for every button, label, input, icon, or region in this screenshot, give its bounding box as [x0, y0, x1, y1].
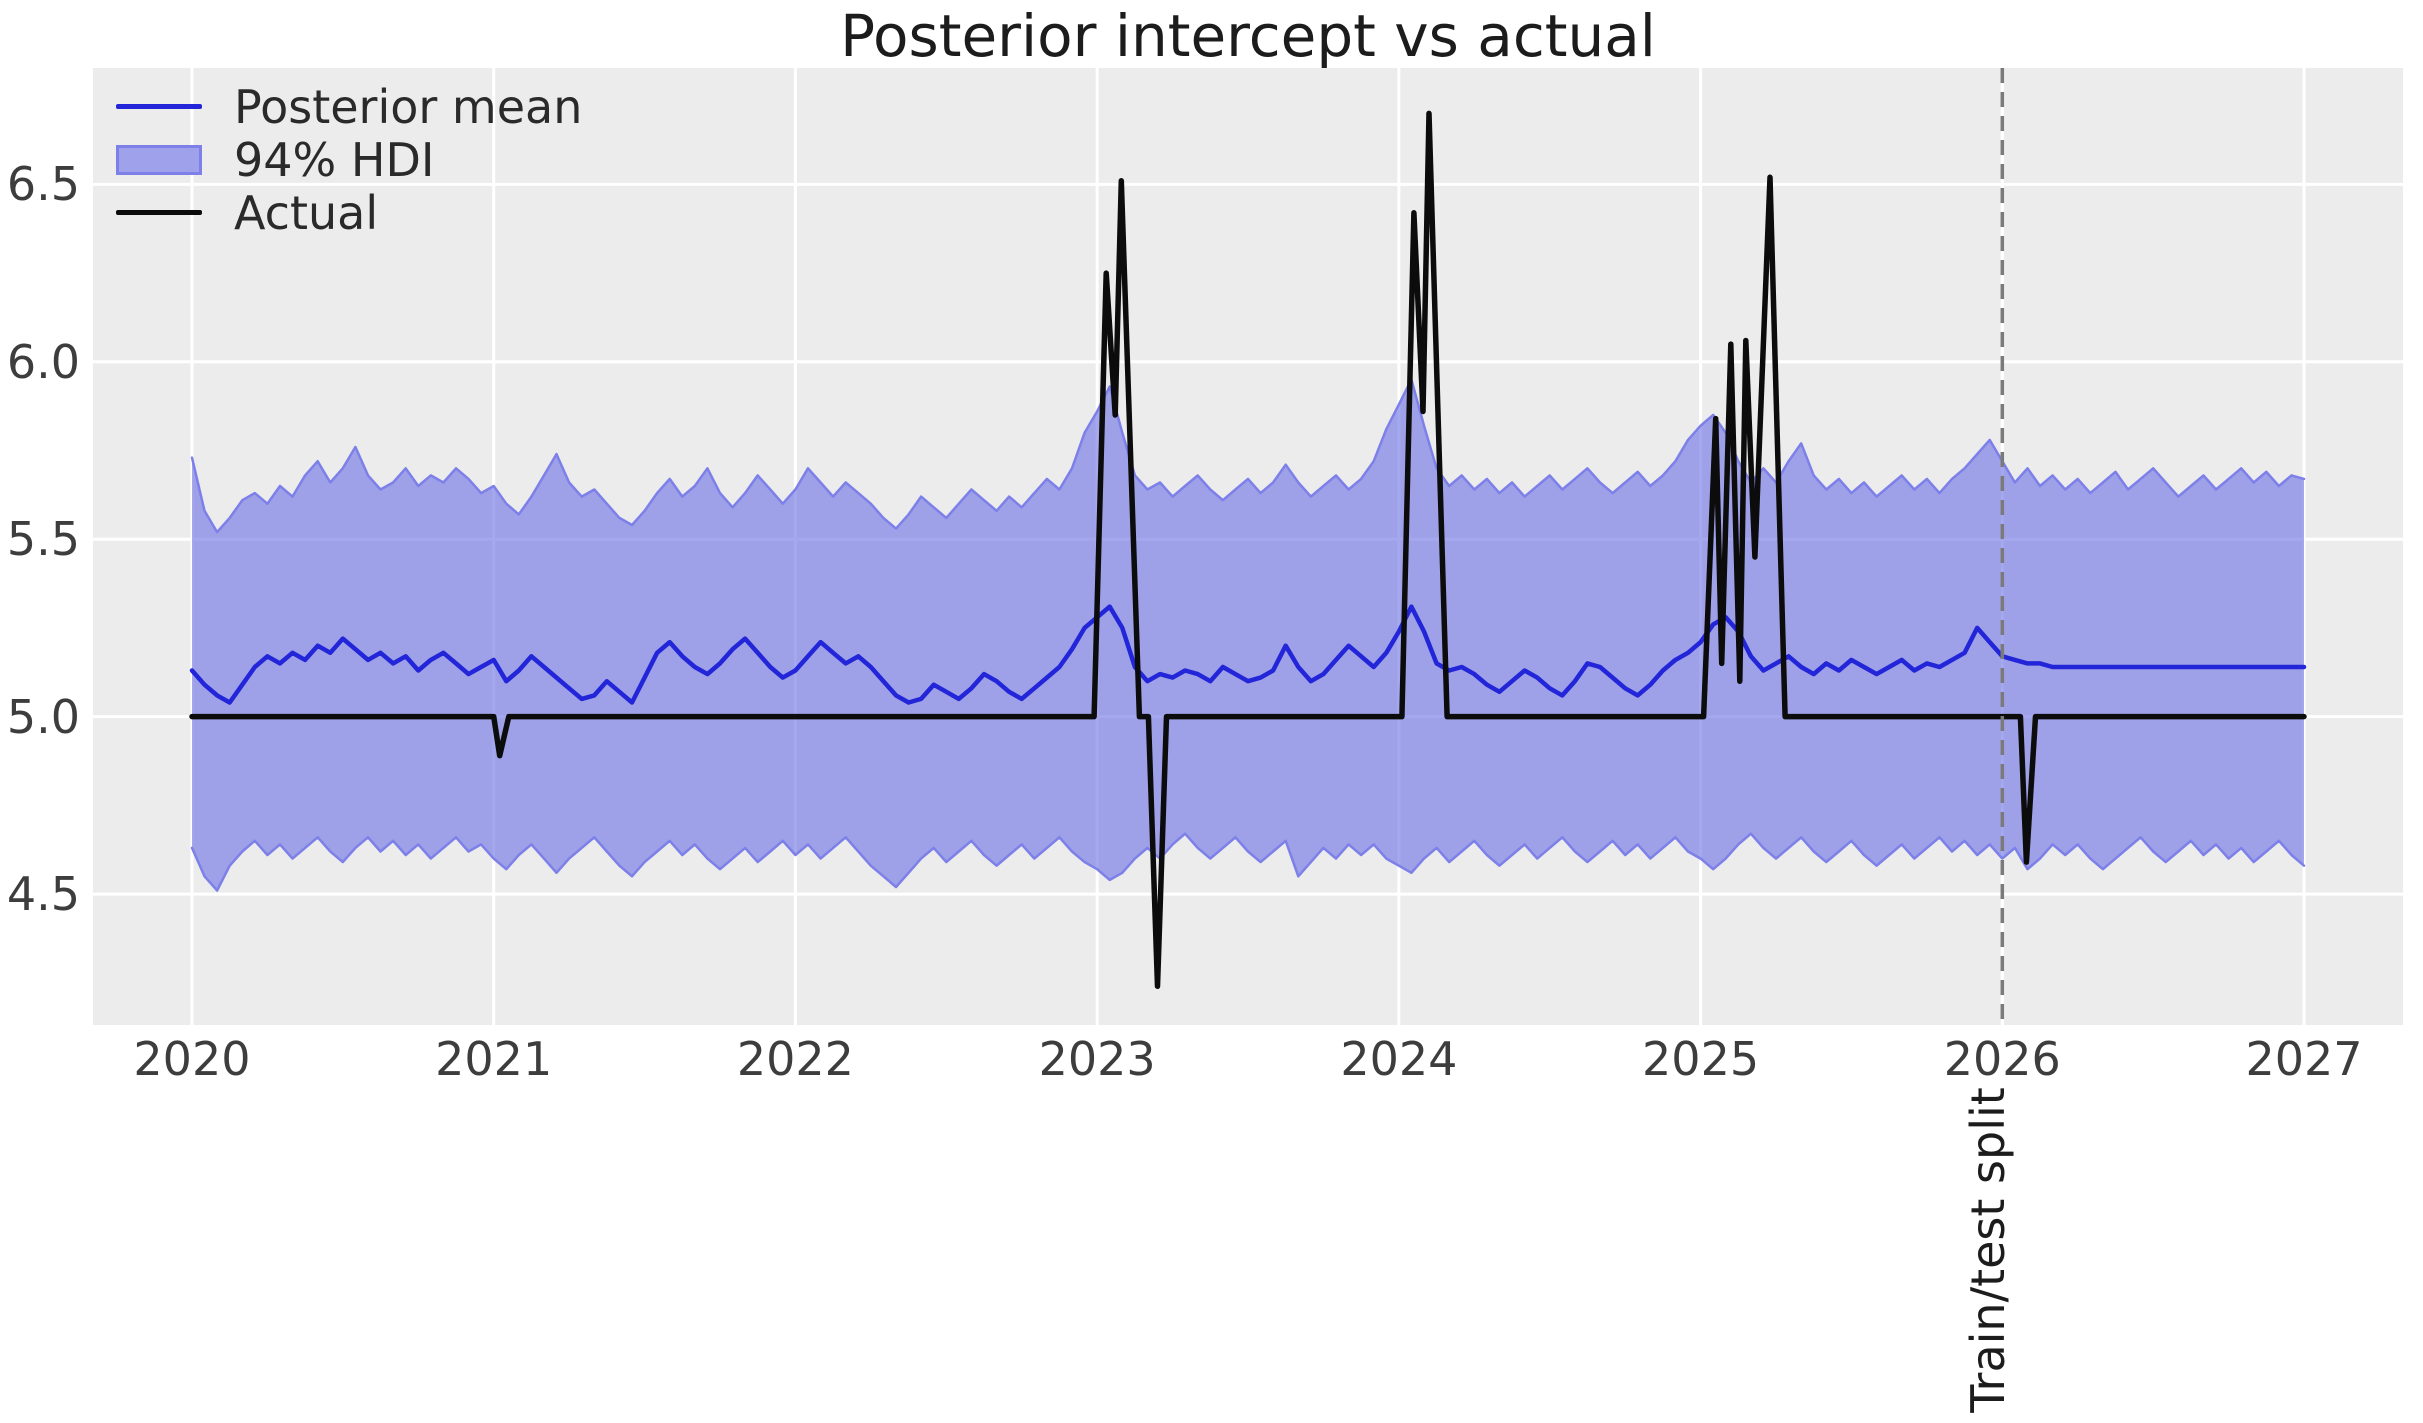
legend-item-posterior-mean: Posterior mean — [116, 79, 583, 134]
legend-label: Posterior mean — [234, 79, 583, 134]
y-tick-label: 4.5 — [6, 867, 80, 922]
actual-line-sample-icon — [116, 210, 202, 215]
x-tick-label: 2021 — [435, 1032, 553, 1086]
y-tick-label: 5.0 — [6, 689, 80, 744]
x-tick-label: 2026 — [1943, 1032, 2061, 1086]
y-tick-label: 5.5 — [6, 512, 80, 567]
legend-item-hdi: 94% HDI — [116, 132, 582, 187]
y-tick-label: 6.0 — [6, 334, 80, 389]
x-tick-label: 2022 — [736, 1032, 854, 1086]
hdi-patch-sample-icon — [116, 144, 202, 175]
y-tick-label: 6.5 — [6, 157, 80, 212]
hdi-upper-edge — [190, 378, 2306, 534]
x-tick-label: 2020 — [133, 1032, 251, 1086]
hdi-band — [192, 379, 2304, 891]
legend-label: Actual — [234, 185, 379, 240]
x-tick-label: 2024 — [1340, 1032, 1458, 1086]
x-tick-label: 2025 — [1642, 1032, 1760, 1086]
x-tick-label: 2027 — [2245, 1032, 2363, 1086]
chart-canvas — [93, 68, 2403, 1025]
actual-line — [189, 110, 2307, 990]
plot-area — [93, 68, 2403, 1025]
posterior-mean-line — [189, 604, 2307, 705]
legend-label: 94% HDI — [234, 132, 435, 187]
posterior-mean-line-sample-icon — [116, 104, 202, 109]
hdi-lower-edge — [190, 832, 2306, 892]
legend: Posterior mean 94% HDI Actual — [116, 79, 583, 240]
x-tick-label: 2023 — [1038, 1032, 1156, 1086]
train-test-split-label: Train/test split — [1961, 1087, 2015, 1413]
chart-title: Posterior intercept vs actual — [840, 2, 1656, 70]
legend-item-actual: Actual — [116, 185, 582, 240]
